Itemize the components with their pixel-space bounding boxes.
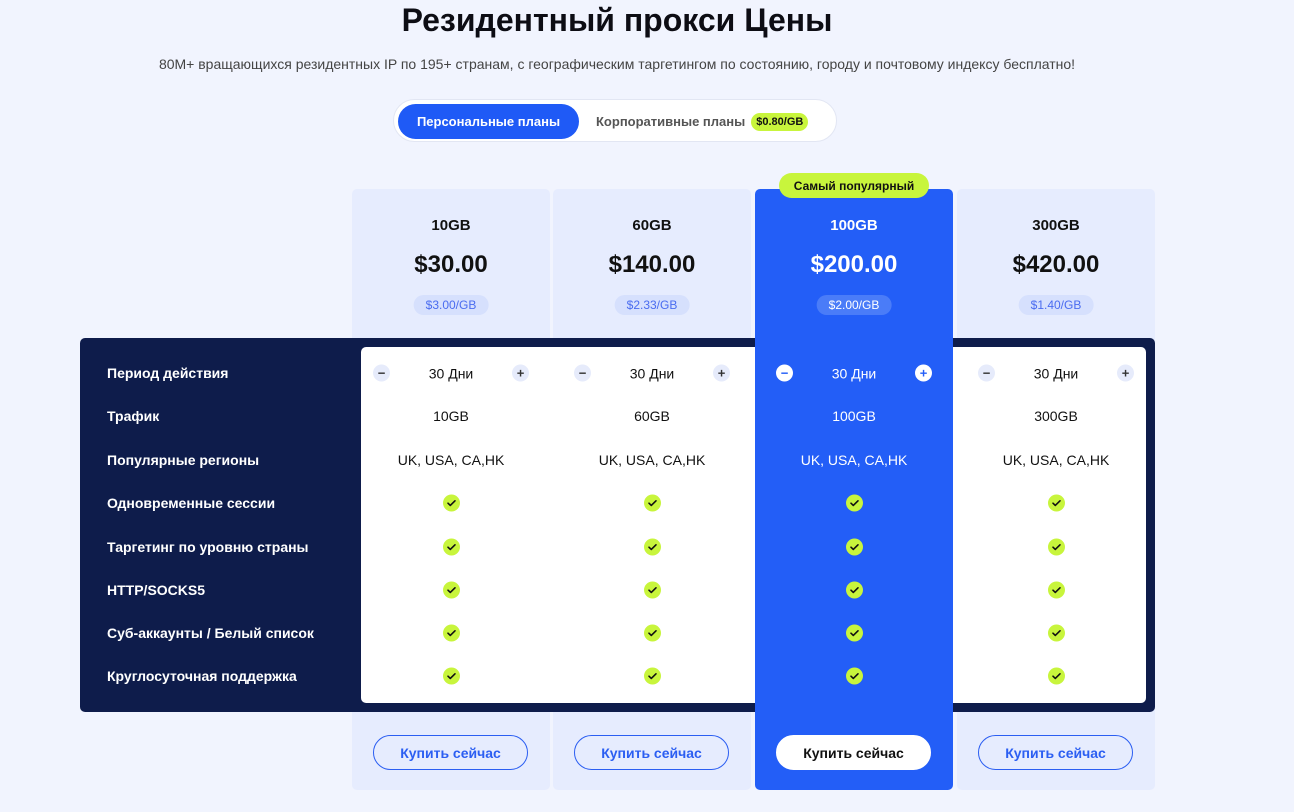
regions-value: UK, USA, CA,HK <box>800 452 908 468</box>
check-circle-icon <box>845 624 863 642</box>
plus-icon[interactable]: + <box>915 364 932 382</box>
check-circle-icon <box>442 667 460 685</box>
feature-included <box>352 538 550 556</box>
check-circle-icon <box>845 538 863 556</box>
feature-label: Круглосуточная поддержка <box>107 668 297 684</box>
popular-column-body <box>755 338 953 712</box>
check-circle-icon <box>845 581 863 599</box>
minus-icon[interactable]: − <box>978 364 995 382</box>
feature-included <box>957 667 1155 685</box>
check-circle-icon <box>442 538 460 556</box>
feature-label: Одновременные сессии <box>107 495 276 511</box>
check-circle-icon <box>442 624 460 642</box>
minus-icon[interactable]: − <box>373 364 390 382</box>
regions-value: UK, USA, CA,HK <box>598 452 706 468</box>
page-subtitle: 80M+ вращающихся резидентных IP по 195+ … <box>158 56 1076 72</box>
corporate-price-badge: $0.80/GB <box>751 112 809 131</box>
feature-included <box>755 538 953 556</box>
feature-included <box>553 624 751 642</box>
traffic-value: 60GB <box>634 408 670 424</box>
feature-included <box>957 624 1155 642</box>
feature-label: Трафик <box>107 408 160 424</box>
feature-included <box>755 581 953 599</box>
period-value: 30 Дни <box>428 365 474 381</box>
check-circle-icon <box>1047 494 1065 512</box>
price-per-gb-badge: $1.40/GB <box>1018 295 1094 315</box>
feature-included <box>352 494 550 512</box>
regions-value: UK, USA, CA,HK <box>397 452 505 468</box>
check-circle-icon <box>643 667 661 685</box>
buy-now-button[interactable]: Купить сейчас <box>574 735 729 770</box>
tab-corporate-plans[interactable]: Корпоративные планы $0.80/GB <box>596 104 809 139</box>
price-per-gb-badge: $3.00/GB <box>413 295 489 315</box>
feature-included <box>755 624 953 642</box>
check-circle-icon <box>1047 538 1065 556</box>
price-per-gb-badge: $2.00/GB <box>816 295 892 315</box>
feature-included <box>755 667 953 685</box>
plan-size: 60GB <box>632 217 672 234</box>
period-stepper: − 30 Дни + <box>352 364 550 382</box>
plan-price: $30.00 <box>414 251 488 278</box>
period-stepper: − 30 Дни + <box>553 364 751 382</box>
plus-icon[interactable]: + <box>512 364 529 382</box>
feature-included <box>553 494 751 512</box>
period-stepper: − 30 Дни + <box>755 364 953 382</box>
traffic-value: 300GB <box>1034 408 1078 424</box>
plan-size: 300GB <box>1032 217 1080 234</box>
minus-icon[interactable]: − <box>574 364 591 382</box>
feature-label: Суб-аккаунты / Белый список <box>107 625 314 641</box>
feature-included <box>553 581 751 599</box>
minus-icon[interactable]: − <box>776 364 793 382</box>
page-title: Резидентный прокси Цены <box>401 2 833 38</box>
period-stepper: − 30 Дни + <box>957 364 1155 382</box>
plus-icon[interactable]: + <box>1117 364 1134 382</box>
plan-size: 10GB <box>431 217 471 234</box>
check-circle-icon <box>845 667 863 685</box>
plan-price: $420.00 <box>1012 251 1100 278</box>
period-value: 30 Дни <box>831 365 877 381</box>
period-value: 30 Дни <box>1033 365 1079 381</box>
feature-included <box>352 581 550 599</box>
most-popular-badge: Самый популярный <box>779 173 929 198</box>
feature-label: Период действия <box>107 365 229 381</box>
feature-included <box>352 667 550 685</box>
check-circle-icon <box>643 624 661 642</box>
tab-corporate-label: Корпоративные планы <box>596 114 746 129</box>
tab-personal-plans[interactable]: Персональные планы <box>398 104 579 139</box>
feature-included <box>957 494 1155 512</box>
features-table <box>361 347 1146 703</box>
check-circle-icon <box>1047 624 1065 642</box>
plan-price: $140.00 <box>608 251 696 278</box>
check-circle-icon <box>643 538 661 556</box>
price-per-gb-badge: $2.33/GB <box>614 295 690 315</box>
plus-icon[interactable]: + <box>713 364 730 382</box>
check-circle-icon <box>643 581 661 599</box>
regions-value: UK, USA, CA,HK <box>1002 452 1110 468</box>
check-circle-icon <box>442 494 460 512</box>
feature-included <box>553 667 751 685</box>
period-value: 30 Дни <box>629 365 675 381</box>
plan-size: 100GB <box>830 217 878 234</box>
plan-type-toggle: Персональные планы Корпоративные планы $… <box>393 99 837 142</box>
check-circle-icon <box>643 494 661 512</box>
plan-price: $200.00 <box>810 251 898 278</box>
check-circle-icon <box>845 494 863 512</box>
feature-included <box>352 624 550 642</box>
traffic-value: 10GB <box>433 408 469 424</box>
check-circle-icon <box>1047 581 1065 599</box>
feature-label: Таргетинг по уровню страны <box>107 539 309 555</box>
feature-included <box>755 494 953 512</box>
buy-now-button[interactable]: Купить сейчас <box>776 735 931 770</box>
feature-included <box>957 581 1155 599</box>
buy-now-button[interactable]: Купить сейчас <box>373 735 528 770</box>
traffic-value: 100GB <box>832 408 876 424</box>
feature-included <box>553 538 751 556</box>
check-circle-icon <box>442 581 460 599</box>
feature-label: HTTP/SOCKS5 <box>107 582 206 598</box>
feature-label: Популярные регионы <box>107 452 260 468</box>
buy-now-button[interactable]: Купить сейчас <box>978 735 1133 770</box>
check-circle-icon <box>1047 667 1065 685</box>
feature-included <box>957 538 1155 556</box>
